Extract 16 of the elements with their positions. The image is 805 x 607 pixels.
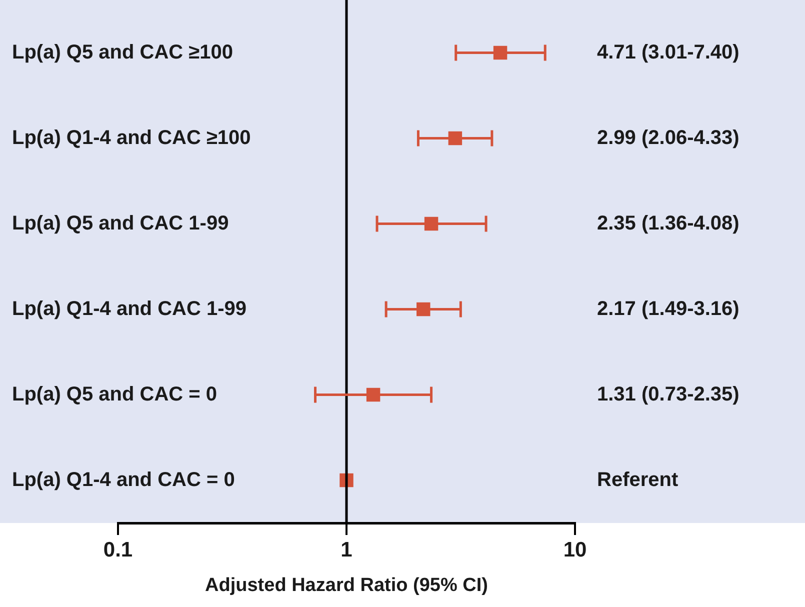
text: 4.71 (3.01-7.40) — [597, 41, 740, 64]
y-tick-label: Lp(a) Q1-4 and CAC ≥100 — [12, 126, 251, 149]
y-tick-label: Lp(a) Q1-4 and CAC 1-99 — [12, 298, 246, 320]
y-tick-label: Lp(a) Q5 and CAC ≥100 — [12, 41, 234, 64]
x-tick-label: 1 — [340, 538, 353, 562]
text: Referent — [597, 468, 678, 491]
x-tick-label: 10 — [563, 538, 587, 562]
text: 2.99 (2.06-4.33) — [597, 126, 740, 149]
y-tick-label: Lp(a) Q5 and CAC 1-99 — [12, 212, 229, 234]
y-tick-label: Lp(a) Q1-4 and CAC = 0 — [12, 468, 235, 491]
text: 2.35 (1.36-4.08) — [597, 212, 740, 234]
x-tick-label: 0.1 — [103, 538, 133, 562]
text: 1.31 (0.73-2.35) — [597, 383, 740, 406]
x-axis-title: Adjusted Hazard Ratio (95% CI) — [205, 574, 488, 596]
text: 2.17 (1.49-3.16) — [597, 298, 740, 320]
y-tick-label: Lp(a) Q5 and CAC = 0 — [12, 383, 218, 406]
